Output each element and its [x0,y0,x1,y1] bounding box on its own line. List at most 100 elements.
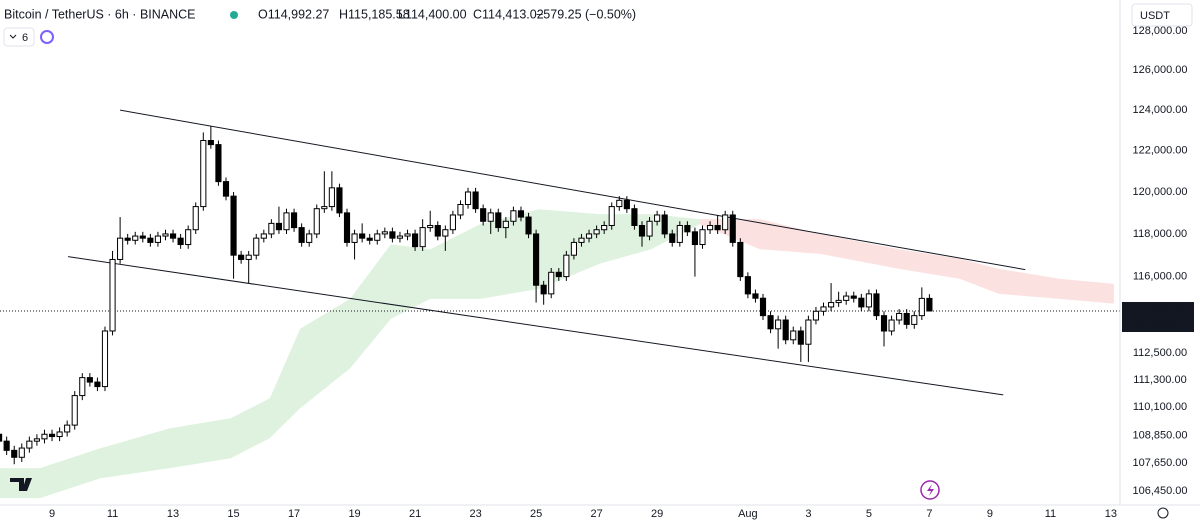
candle-body [699,229,706,246]
candle-body [101,330,109,388]
trend-line [120,109,1026,271]
x-tick-label: 15 [227,508,239,520]
candle-body [548,271,555,295]
candle-body [578,237,585,243]
candle-body [404,233,411,237]
candle-body [903,312,910,325]
candle-body [260,233,267,239]
y-tick-label: 112,500.00 [1133,347,1187,359]
candle-body [601,224,608,231]
y-tick-label: 120,000.00 [1132,186,1187,198]
candle-body [631,208,638,226]
candle-body [767,315,774,330]
candle-body [828,302,835,308]
candle-body [714,224,721,231]
candle-body [676,224,683,243]
ichimoku-cloud [0,209,700,499]
candle-body [820,306,827,312]
candle-body [124,237,131,241]
x-tick-label: 3 [805,508,811,520]
candle-body [873,293,880,317]
indicator-toggle[interactable] [3,27,35,47]
x-tick-label: 13 [167,508,179,520]
candle-body [737,241,744,278]
x-tick-label: 9 [49,508,55,520]
candle-body [200,140,207,208]
candle-body [381,231,388,235]
candle-body [691,231,699,246]
candle-body [343,212,351,243]
x-tick-label: 5 [866,508,872,520]
price-label: 114,413.02 [1131,304,1185,316]
candle-body [502,220,509,229]
y-tick-label: 110,100.00 [1133,401,1187,413]
candle-body [33,438,40,442]
candle-body [843,295,850,301]
candle-body [18,447,25,458]
candle-body [911,315,918,325]
y-tick-label: 106,450.00 [1132,485,1187,497]
candle-body [646,220,653,237]
x-tick-label: 23 [469,508,481,520]
symbol: Bitcoin / TetherUS · 6h · BINANCE [4,7,196,21]
candle-body [744,276,751,295]
candle-body [117,237,124,260]
candle-body [79,377,86,397]
alert-icon[interactable] [920,480,940,500]
x-tick-label: 25 [530,508,542,520]
candle-body [782,319,789,341]
bolt [927,484,934,496]
candle-body [487,212,494,222]
candle-body [0,433,3,442]
candle-body [298,227,305,243]
candle-body [321,206,328,210]
candle-body [623,199,630,210]
candle-body [290,212,298,229]
candle-body [86,377,93,383]
candle-body [132,235,139,241]
candle-body [419,227,426,248]
candle-body [192,206,199,231]
candle-body [472,191,479,210]
candle-body [525,216,532,235]
candle-body [495,212,502,229]
ichimoku-cloud [699,219,1114,304]
candle-body [268,222,275,235]
candle-body [593,229,600,235]
candle-body [154,235,161,243]
candle-body [359,233,366,239]
candle-body [222,181,230,197]
candle-body [306,233,313,243]
candle-body [797,330,804,345]
x-tick-label: 21 [409,508,421,520]
candle-body [238,254,245,260]
y-tick-label: 118,000.00 [1133,228,1187,240]
candle-body [457,203,464,216]
x-tick-label: 29 [651,508,663,520]
candle-body [805,319,812,345]
candle-body [540,284,547,295]
candle-body [918,297,925,317]
status-dot [230,11,238,19]
candle-body [427,224,434,229]
currency-button[interactable] [1131,3,1193,27]
candle-body [412,233,419,248]
settings-icon[interactable] [1157,507,1169,519]
ohlc-close: C114,413.02 [473,7,544,21]
sync-icon[interactable] [40,30,54,44]
candle-body [336,187,343,214]
currency: USDT [1140,10,1170,22]
candle-body [230,195,237,256]
candle-body [351,233,358,243]
candle-body [169,233,177,239]
candle-body [328,187,335,208]
candle-body [41,433,48,440]
countdown: 01:14:33 [1137,317,1180,329]
ohlc-open: O114,992.27 [258,7,329,21]
ohlc-low: L114,400.00 [398,7,467,21]
candle-body [517,210,525,218]
candle-body [533,233,540,286]
candle-body [245,254,252,260]
candle-body [661,214,668,235]
